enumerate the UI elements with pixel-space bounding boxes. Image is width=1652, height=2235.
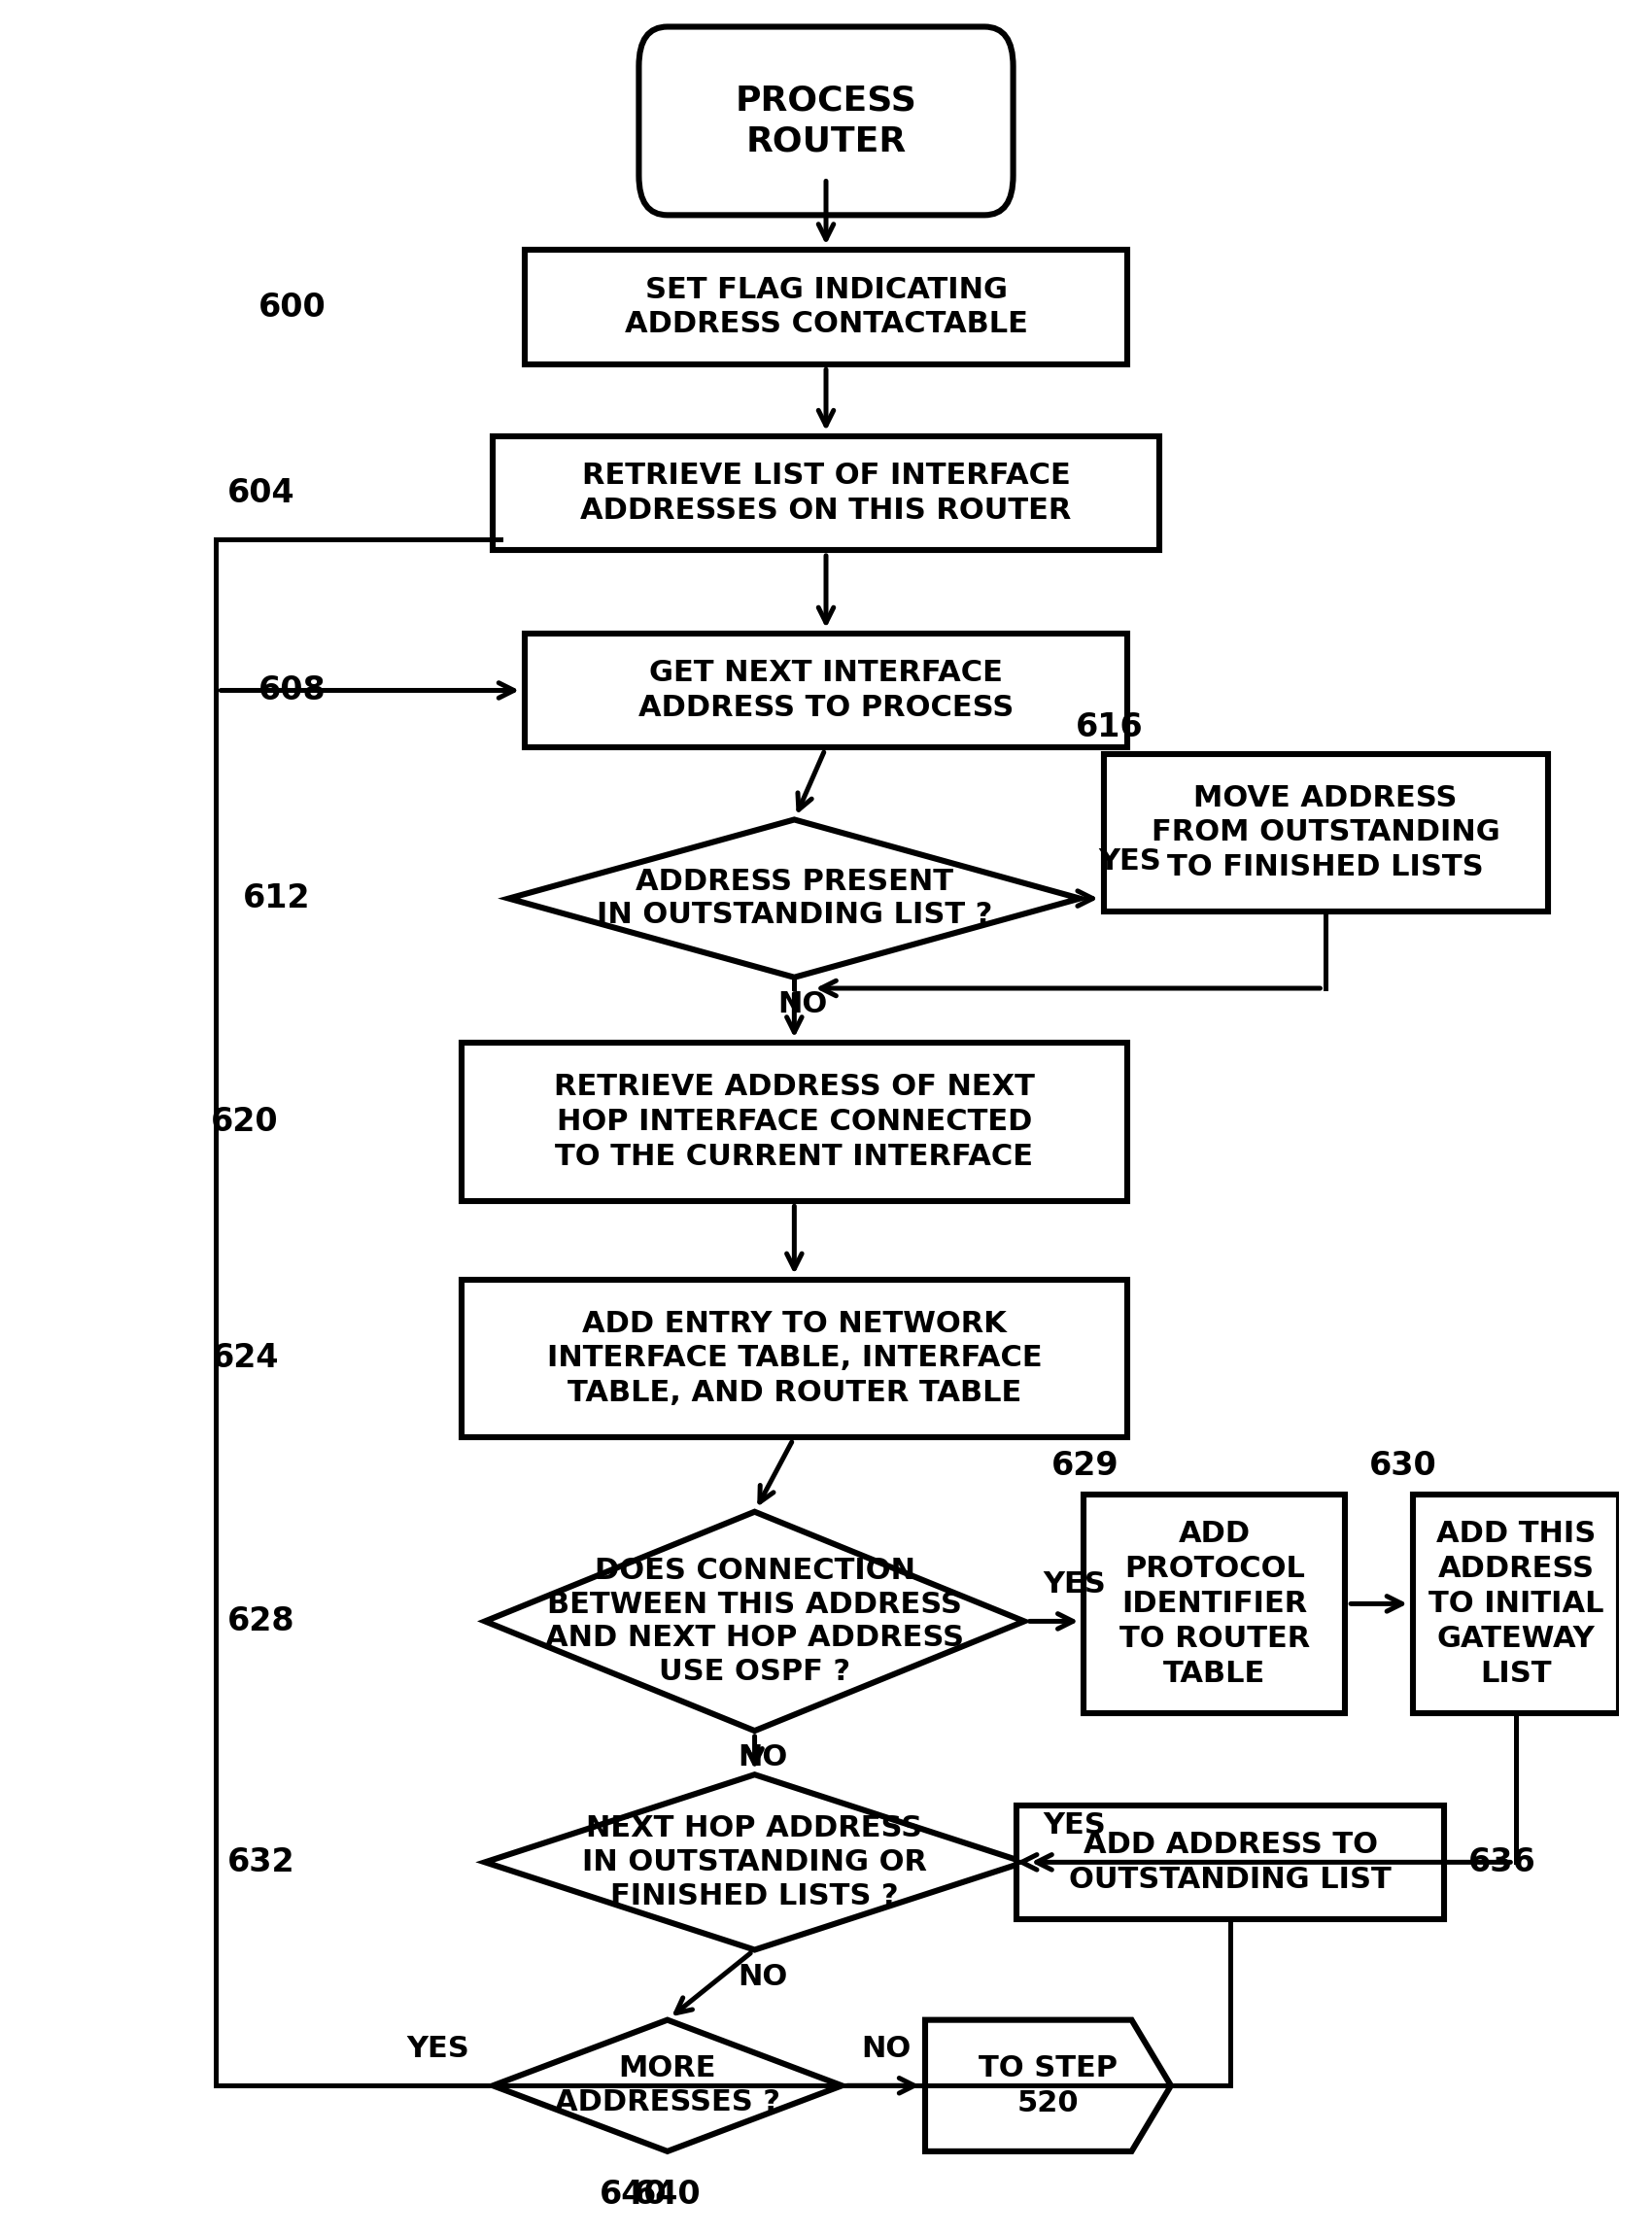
FancyBboxPatch shape [525, 633, 1127, 746]
Polygon shape [509, 820, 1080, 977]
FancyBboxPatch shape [1104, 753, 1548, 912]
Text: NO: NO [778, 990, 828, 1019]
Text: DOES CONNECTION
BETWEEN THIS ADDRESS
AND NEXT HOP ADDRESS
USE OSPF ?: DOES CONNECTION BETWEEN THIS ADDRESS AND… [545, 1556, 965, 1685]
Text: 636: 636 [1469, 1846, 1536, 1877]
Polygon shape [492, 2020, 843, 2152]
Text: TO STEP
520: TO STEP 520 [978, 2054, 1117, 2117]
FancyBboxPatch shape [461, 1044, 1127, 1200]
FancyBboxPatch shape [461, 1281, 1127, 1437]
Text: 600: 600 [259, 291, 327, 324]
FancyBboxPatch shape [1084, 1495, 1345, 1714]
Text: RETRIEVE LIST OF INTERFACE
ADDRESSES ON THIS ROUTER: RETRIEVE LIST OF INTERFACE ADDRESSES ON … [580, 463, 1072, 525]
Text: ADD THIS
ADDRESS
TO INITIAL
GATEWAY
LIST: ADD THIS ADDRESS TO INITIAL GATEWAY LIST [1429, 1520, 1604, 1687]
Text: YES: YES [1044, 1571, 1107, 1598]
Text: RETRIEVE ADDRESS OF NEXT
HOP INTERFACE CONNECTED
TO THE CURRENT INTERFACE: RETRIEVE ADDRESS OF NEXT HOP INTERFACE C… [553, 1073, 1034, 1171]
Text: MOVE ADDRESS
FROM OUTSTANDING
TO FINISHED LISTS: MOVE ADDRESS FROM OUTSTANDING TO FINISHE… [1151, 784, 1500, 883]
Text: NEXT HOP ADDRESS
IN OUTSTANDING OR
FINISHED LISTS ?: NEXT HOP ADDRESS IN OUTSTANDING OR FINIS… [582, 1815, 927, 1911]
FancyBboxPatch shape [492, 436, 1160, 550]
FancyBboxPatch shape [639, 27, 1013, 215]
Text: YES: YES [1099, 847, 1161, 876]
Text: NO: NO [738, 1962, 788, 1991]
Text: NO: NO [861, 2034, 910, 2063]
Text: 604: 604 [226, 478, 294, 510]
Text: 620: 620 [211, 1106, 279, 1138]
Polygon shape [925, 2020, 1171, 2152]
Text: YES: YES [406, 2034, 469, 2063]
Text: SET FLAG INDICATING
ADDRESS CONTACTABLE: SET FLAG INDICATING ADDRESS CONTACTABLE [624, 275, 1028, 340]
Text: GET NEXT INTERFACE
ADDRESS TO PROCESS: GET NEXT INTERFACE ADDRESS TO PROCESS [638, 659, 1014, 722]
Text: PROCESS
ROUTER: PROCESS ROUTER [735, 85, 917, 159]
Text: 612: 612 [243, 883, 311, 914]
Text: NO: NO [738, 1743, 788, 1772]
Text: ADD ENTRY TO NETWORK
INTERFACE TABLE, INTERFACE
TABLE, AND ROUTER TABLE: ADD ENTRY TO NETWORK INTERFACE TABLE, IN… [547, 1310, 1042, 1408]
Text: MORE
ADDRESSES ?: MORE ADDRESSES ? [555, 2054, 780, 2117]
Text: 632: 632 [226, 1846, 294, 1877]
Text: YES: YES [1044, 1810, 1107, 1839]
Text: ADDRESS PRESENT
IN OUTSTANDING LIST ?: ADDRESS PRESENT IN OUTSTANDING LIST ? [596, 867, 993, 930]
Text: 640: 640 [634, 2179, 700, 2210]
Text: 608: 608 [259, 675, 327, 706]
Polygon shape [486, 1511, 1024, 1730]
Text: 624: 624 [211, 1343, 279, 1375]
FancyBboxPatch shape [1412, 1495, 1619, 1714]
Text: 628: 628 [226, 1605, 294, 1638]
Text: ADD ADDRESS TO
OUTSTANDING LIST: ADD ADDRESS TO OUTSTANDING LIST [1069, 1830, 1391, 1893]
Text: ADD
PROTOCOL
IDENTIFIER
TO ROUTER
TABLE: ADD PROTOCOL IDENTIFIER TO ROUTER TABLE [1118, 1520, 1310, 1687]
Polygon shape [486, 1775, 1024, 1949]
FancyBboxPatch shape [525, 250, 1127, 364]
Text: 629: 629 [1052, 1451, 1120, 1482]
Text: 630: 630 [1370, 1451, 1437, 1482]
Text: 616: 616 [1075, 711, 1143, 744]
Text: 640: 640 [600, 2179, 667, 2210]
FancyBboxPatch shape [1016, 1806, 1444, 1920]
